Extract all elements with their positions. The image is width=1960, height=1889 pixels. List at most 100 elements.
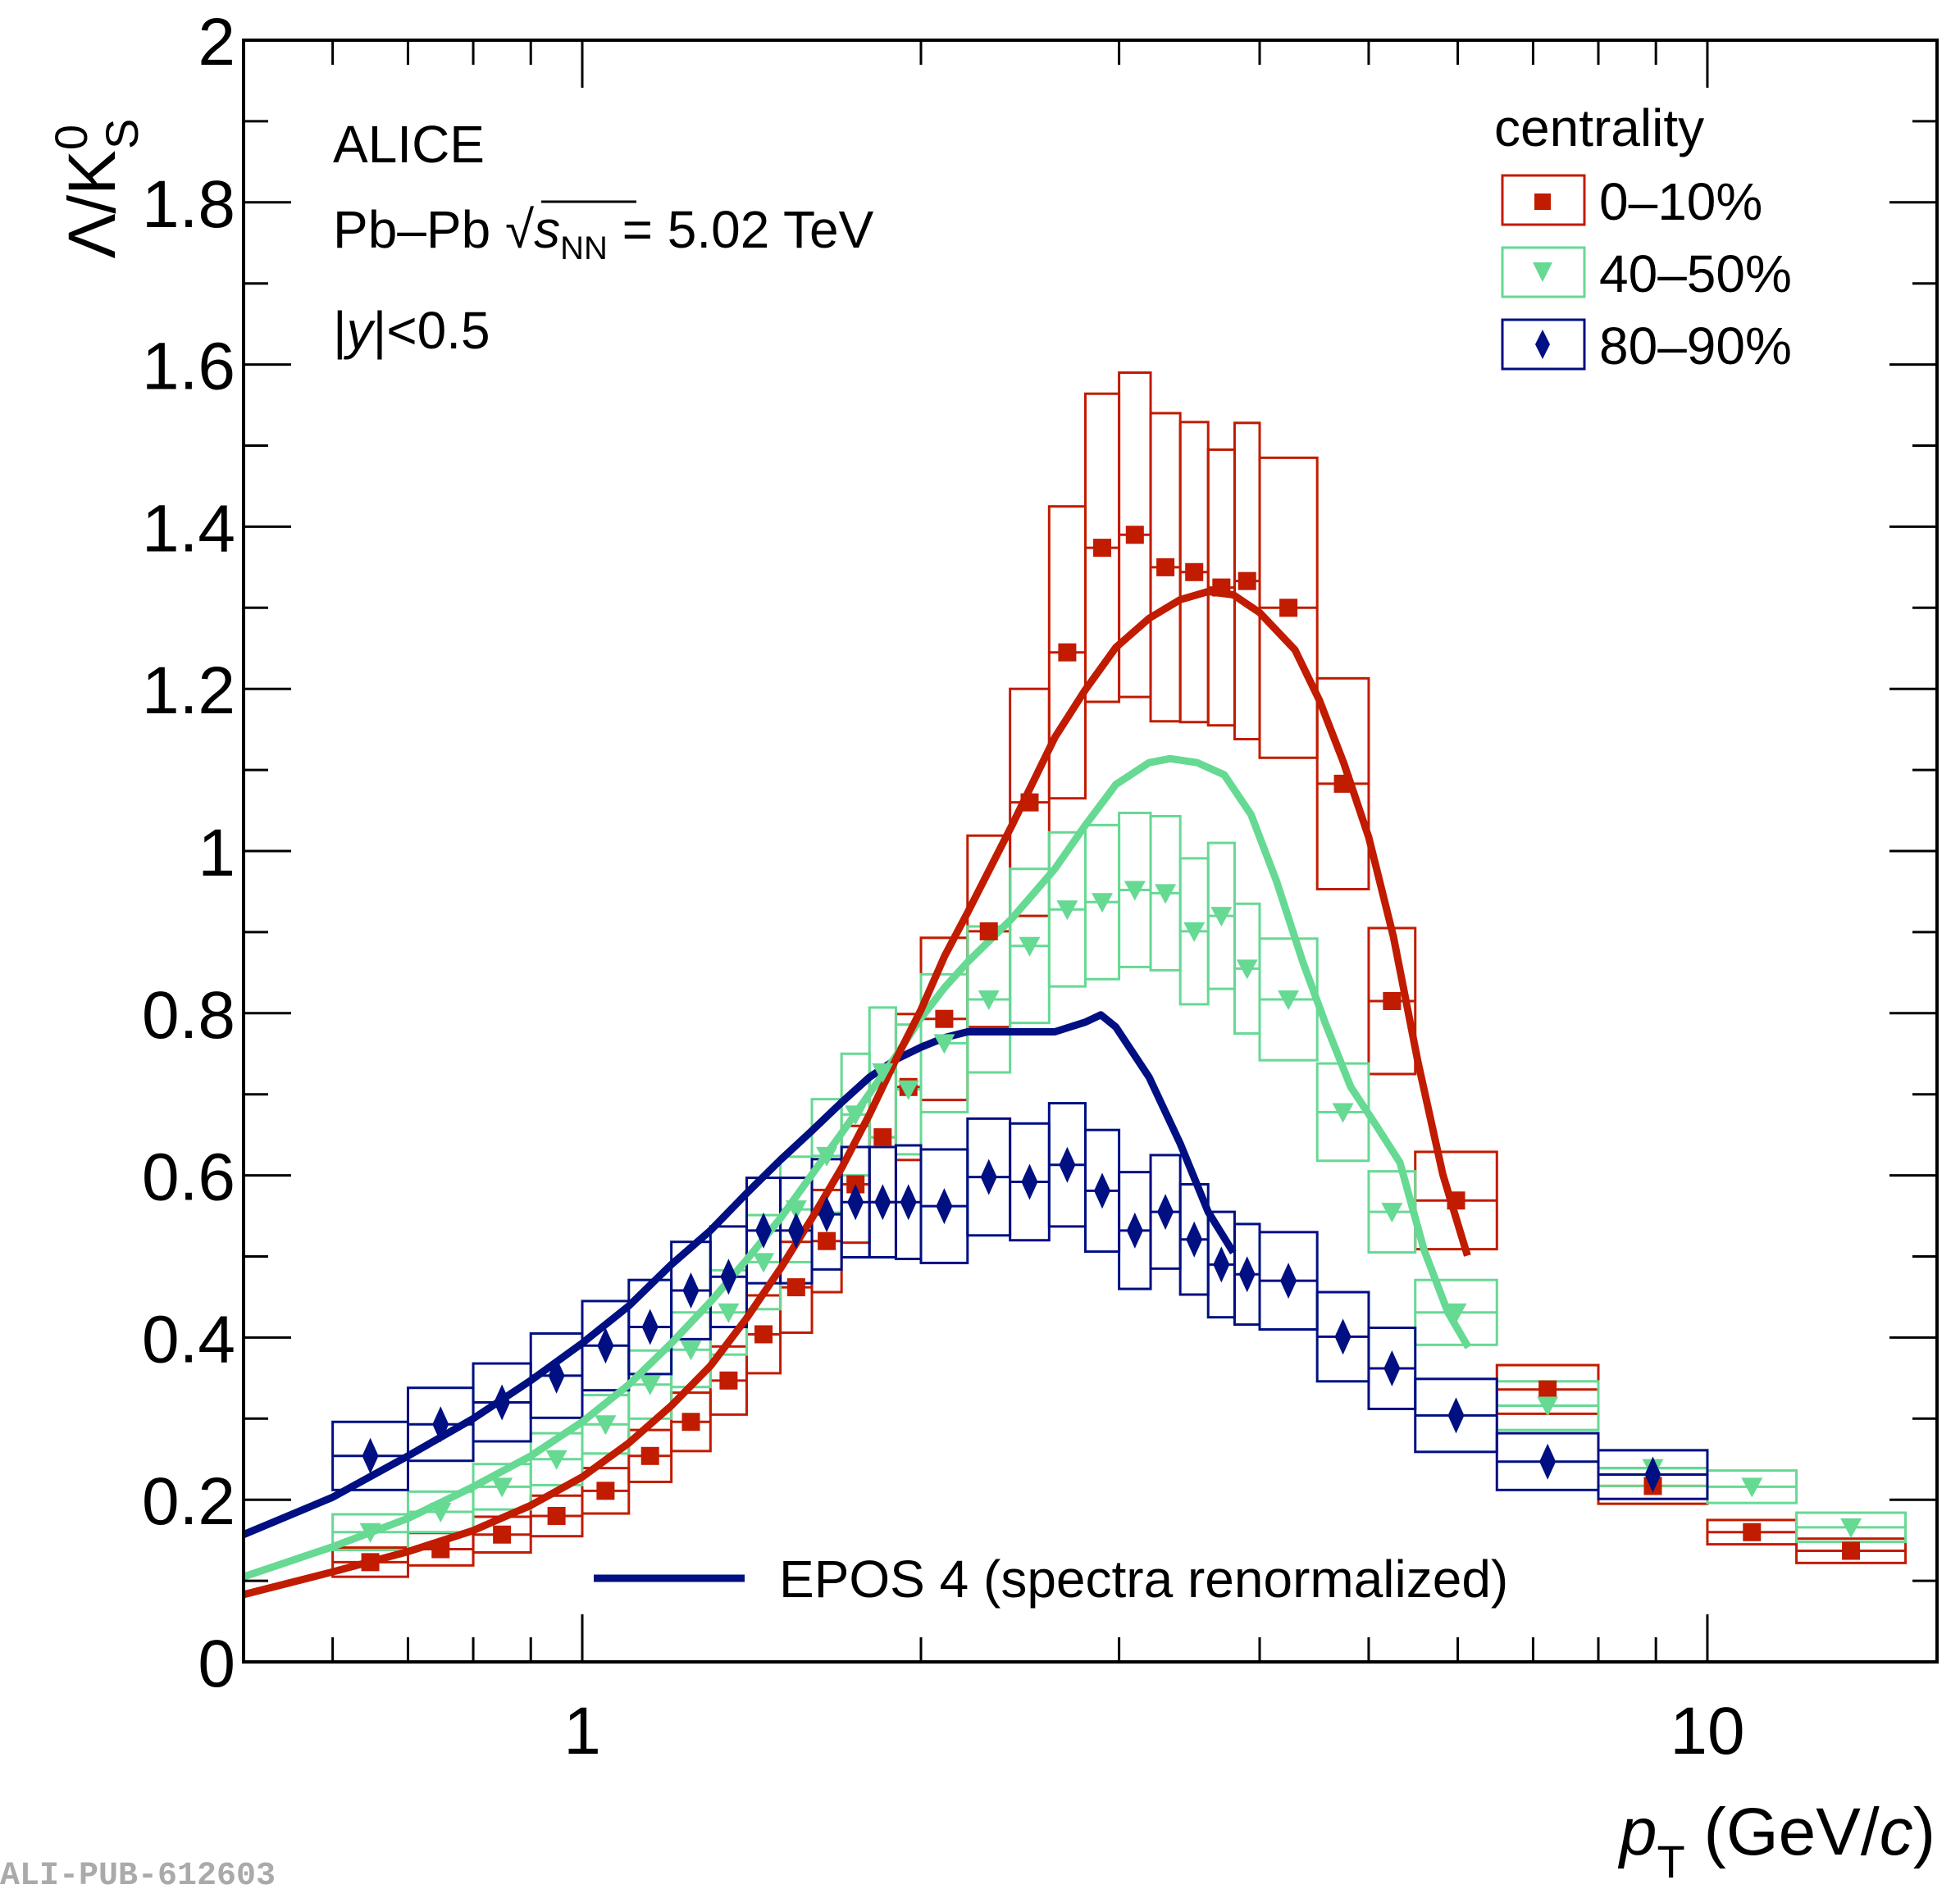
y-tick-label: 0.4 <box>142 1302 235 1377</box>
data-point-diamond <box>787 1212 805 1249</box>
data-point-triangle <box>897 1080 919 1100</box>
data-point-diamond <box>1059 1146 1076 1183</box>
data-point-triangle <box>1332 1103 1354 1123</box>
data-point-triangle <box>1445 1303 1467 1323</box>
system-label: Pb–Pb √sNN = 5.02 TeV <box>333 200 874 266</box>
model-legend-label: EPOS 4 (spectra renormalized) <box>779 1550 1508 1609</box>
axes: 0 0.2 0.4 0.6 0.8 1 1.2 1.4 1.6 1.8 2 1 10 <box>142 5 1939 1768</box>
svg-text:pT (GeV/c): pT (GeV/c) <box>1617 1795 1935 1887</box>
x-tick-label: 10 <box>1670 1694 1744 1768</box>
data-point-triangle <box>1183 922 1206 942</box>
data-point-triangle <box>872 1063 894 1083</box>
data-point-square <box>431 1540 450 1559</box>
data-point-triangle <box>845 1105 867 1126</box>
data-point-triangle <box>1019 936 1041 957</box>
data-point-diamond <box>597 1327 614 1364</box>
data-point-diamond <box>1186 1221 1203 1258</box>
legend: centrality 0–10% 40–50% 80–90% <box>1494 98 1792 376</box>
y-tick-label: 1.2 <box>142 653 235 728</box>
legend-entry-40-50: 40–50% <box>1501 244 1792 303</box>
data-point-triangle <box>753 1253 775 1273</box>
data-point-triangle <box>1381 1203 1403 1223</box>
experiment-label: ALICE <box>333 115 485 174</box>
data-point-diamond <box>1157 1194 1174 1231</box>
data-point-diamond <box>682 1272 700 1309</box>
data-point-diamond <box>755 1212 773 1249</box>
data-point-diamond <box>1126 1212 1143 1249</box>
data-point-triangle <box>639 1375 661 1395</box>
data-point-square <box>1212 578 1231 597</box>
data-point-triangle <box>718 1303 740 1323</box>
data-point-square <box>1538 1380 1557 1399</box>
data-point-square <box>361 1553 380 1572</box>
data-point-diamond <box>432 1406 449 1443</box>
y-tick-label: 0.6 <box>142 1140 235 1215</box>
data-point-square <box>873 1128 892 1147</box>
data-point-triangle <box>785 1200 807 1221</box>
legend-marker-triangle-icon <box>1533 262 1552 282</box>
model-curves-layer <box>242 588 1472 1599</box>
data-point-square <box>681 1413 700 1432</box>
data-point-square <box>1020 793 1039 812</box>
data-point-square <box>1156 558 1175 576</box>
data-point-diamond <box>1094 1172 1111 1209</box>
systematic-boxes-layer <box>331 371 1908 1578</box>
y-tick-label: 1.6 <box>142 330 235 404</box>
x-axis-title: pT (GeV/c) <box>1617 1795 1935 1887</box>
data-point-square <box>1238 571 1256 590</box>
data-point-triangle <box>1092 893 1114 913</box>
y-axis-title: Λ/K0S <box>45 119 148 259</box>
y-tick-label: 0 <box>198 1627 235 1701</box>
data-point-square <box>818 1231 836 1250</box>
data-point-diamond <box>1213 1246 1230 1283</box>
rapidity-label: |y|<0.5 <box>333 301 490 360</box>
y-axis-title-main: Λ/K <box>55 150 130 258</box>
watermark: ALI-PUB-612603 <box>0 1858 276 1889</box>
data-point-diamond <box>1539 1443 1557 1480</box>
data-point-square <box>493 1525 512 1544</box>
legend-marker-diamond-icon <box>1535 330 1550 359</box>
data-point-diamond <box>1280 1263 1297 1300</box>
data-point-square <box>979 922 998 940</box>
data-point-diamond <box>1383 1350 1401 1386</box>
data-point-square <box>596 1482 615 1500</box>
data-point-diamond <box>936 1188 953 1225</box>
data-point-triangle <box>1056 900 1078 921</box>
legend-box-0-10 <box>1501 174 1586 226</box>
data-point-square <box>1185 562 1204 581</box>
data-point-square <box>1058 643 1077 662</box>
data-point-diamond <box>1447 1397 1465 1434</box>
data-point-triangle <box>816 1146 838 1167</box>
legend-marker-square-icon <box>1534 193 1551 210</box>
data-point-square <box>719 1371 738 1390</box>
legend-label-80-90: 80–90% <box>1599 316 1792 376</box>
data-point-square <box>1743 1523 1762 1541</box>
data-point-square <box>754 1325 773 1344</box>
data-point-triangle <box>491 1477 513 1498</box>
data-point-triangle <box>680 1341 702 1361</box>
data-point-triangle <box>1741 1477 1763 1498</box>
data-markers-layer <box>359 526 1862 1572</box>
data-point-diamond <box>494 1384 511 1421</box>
data-point-diamond <box>1238 1256 1256 1293</box>
data-point-diamond <box>900 1184 917 1221</box>
data-point-diamond <box>362 1437 379 1474</box>
x-axis-title-sub: T <box>1657 1836 1685 1887</box>
data-point-square <box>1093 539 1112 558</box>
svg-text:Λ/K0S: Λ/K0S <box>45 119 148 259</box>
model-legend: EPOS 4 (spectra renormalized) <box>594 1550 1508 1609</box>
data-point-triangle <box>1236 959 1258 980</box>
legend-label-40-50: 40–50% <box>1599 244 1792 303</box>
data-point-diamond <box>818 1196 836 1233</box>
data-point-square <box>786 1278 805 1297</box>
data-point-square <box>1842 1541 1861 1560</box>
data-point-diamond <box>1644 1456 1661 1493</box>
data-point-square <box>1447 1191 1465 1210</box>
legend-entry-0-10: 0–10% <box>1501 172 1762 231</box>
data-point-square <box>1125 526 1144 544</box>
data-point-triangle <box>1124 881 1146 901</box>
data-point-square <box>935 1009 954 1028</box>
data-point-triangle <box>933 1034 955 1054</box>
data-point-triangle <box>430 1503 452 1523</box>
